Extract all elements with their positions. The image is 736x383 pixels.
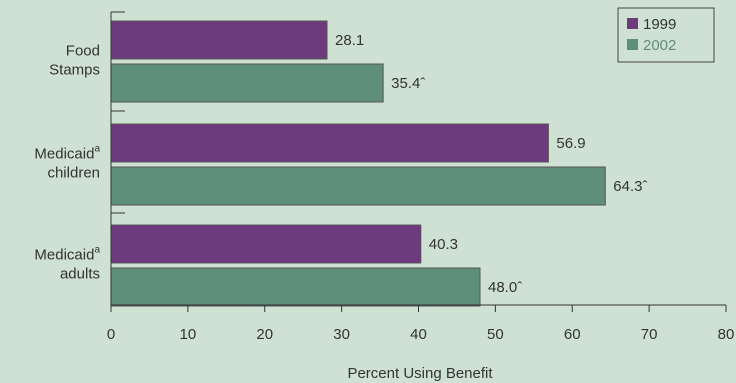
data-label-2002-0: 35.4ˆ [391, 75, 425, 92]
data-label-1999-0: 28.1 [335, 32, 364, 49]
svg-text:adults: adults [60, 266, 100, 283]
data-label-2002-2: 48.0ˆ [488, 279, 522, 296]
bar-1999-2 [110, 224, 422, 264]
x-tick-label-0: 0 [107, 326, 115, 343]
category-label-2: Medicaida adults [34, 245, 100, 283]
data-label-1999-2: 40.3 [429, 236, 458, 253]
x-tick-label-6: 60 [564, 326, 581, 343]
bars [110, 20, 606, 307]
x-tick-label-7: 70 [641, 326, 658, 343]
category-label-0: Food Stamps [49, 43, 100, 79]
legend-box [617, 7, 715, 63]
data-label-2002-1: 64.3ˆ [613, 178, 647, 195]
legend-label-1999: 1999 [643, 16, 676, 33]
data-labels: 28.1 35.4ˆ 56.9 64.3ˆ 40.3 48.0ˆ [335, 32, 647, 296]
bar-2002-1 [110, 166, 606, 206]
x-tick-label-2: 20 [256, 326, 273, 343]
bar-1999-0 [110, 20, 328, 60]
bar-2002-2 [110, 267, 481, 307]
legend-swatch-1999 [627, 18, 638, 29]
svg-text:Medicaida: Medicaida [34, 144, 100, 163]
axes: 0 10 20 30 40 50 60 70 80 [107, 11, 735, 343]
svg-text:Food: Food [66, 43, 100, 60]
x-tick-label-4: 40 [410, 326, 427, 343]
svg-text:Stamps: Stamps [49, 62, 100, 79]
bar-2002-0 [110, 63, 384, 103]
category-label-1: Medicaida children [34, 144, 100, 182]
legend-label-2002: 2002 [643, 37, 676, 54]
svg-text:Medicaida: Medicaida [34, 245, 100, 264]
legend-swatch-2002 [627, 39, 638, 50]
x-tick-label-3: 30 [333, 326, 350, 343]
category-labels: Food Stamps Medicaida children Medicaida adul… [34, 43, 100, 283]
svg-text:children: children [47, 165, 100, 182]
x-tick-label-1: 10 [180, 326, 197, 343]
x-axis-label: Percent Using Benefit [347, 365, 493, 382]
x-tick-label-5: 50 [487, 326, 504, 343]
data-label-1999-1: 56.9 [556, 135, 585, 152]
bar-1999-1 [110, 123, 549, 163]
x-tick-label-8: 80 [718, 326, 735, 343]
legend: 1999 2002 [617, 7, 715, 63]
